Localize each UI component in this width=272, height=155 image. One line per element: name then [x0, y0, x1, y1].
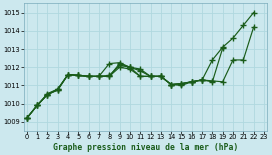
- X-axis label: Graphe pression niveau de la mer (hPa): Graphe pression niveau de la mer (hPa): [53, 143, 238, 152]
